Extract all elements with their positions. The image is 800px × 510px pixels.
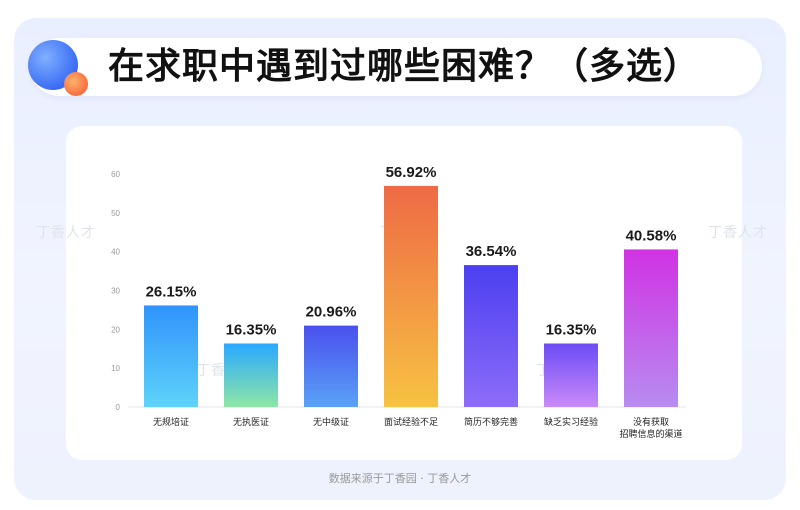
y-tick-label: 30 xyxy=(111,287,120,296)
watermark: 丁香人才 xyxy=(708,225,768,241)
x-category-label: 无规培证 xyxy=(153,416,189,428)
bar-value-label: 16.35% xyxy=(546,322,597,339)
logo-icon xyxy=(28,40,88,96)
bar xyxy=(464,265,518,407)
bar xyxy=(304,325,358,407)
source-footer: 数据来源于丁香园 · 丁香人才 xyxy=(328,472,472,485)
x-category-label: 缺乏实习经验 xyxy=(544,416,598,428)
y-tick-label: 20 xyxy=(111,325,120,334)
y-tick-label: 40 xyxy=(111,248,120,257)
bar xyxy=(144,305,198,407)
bar xyxy=(224,343,278,407)
page-title: 在求职中遇到过哪些困难？（多选） xyxy=(108,46,701,87)
bar-value-label: 20.96% xyxy=(306,304,357,321)
bar xyxy=(544,343,598,407)
y-tick-label: 0 xyxy=(116,403,121,412)
bar-value-label: 26.15% xyxy=(146,283,197,300)
bar-value-label: 36.54% xyxy=(466,243,517,260)
bar xyxy=(384,185,438,407)
x-category-label: 无中级证 xyxy=(313,416,349,428)
bar xyxy=(624,249,678,407)
x-category-label: 没有获取 xyxy=(633,416,669,428)
title-pill xyxy=(30,38,762,96)
x-category-label: 无执医证 xyxy=(233,416,269,428)
bar-chart: 0 10 20 30 40 50 60 26.15% 无规培证 16.35% 无执医证 20.96% 无… xyxy=(111,164,686,440)
y-tick-label: 10 xyxy=(111,364,120,373)
watermark: 丁香人才 xyxy=(36,225,96,241)
bar-value-label: 56.92% xyxy=(386,164,437,181)
y-tick-label: 50 xyxy=(111,209,120,218)
bar-value-label: 16.35% xyxy=(226,322,277,339)
bar-value-label: 40.58% xyxy=(626,227,677,244)
x-category-label: 面试经验不足 xyxy=(384,416,438,428)
x-category-label: 简历不够完善 xyxy=(464,416,518,428)
y-tick-label: 60 xyxy=(111,170,120,179)
x-category-label: 招聘信息的渠道 xyxy=(619,428,682,440)
